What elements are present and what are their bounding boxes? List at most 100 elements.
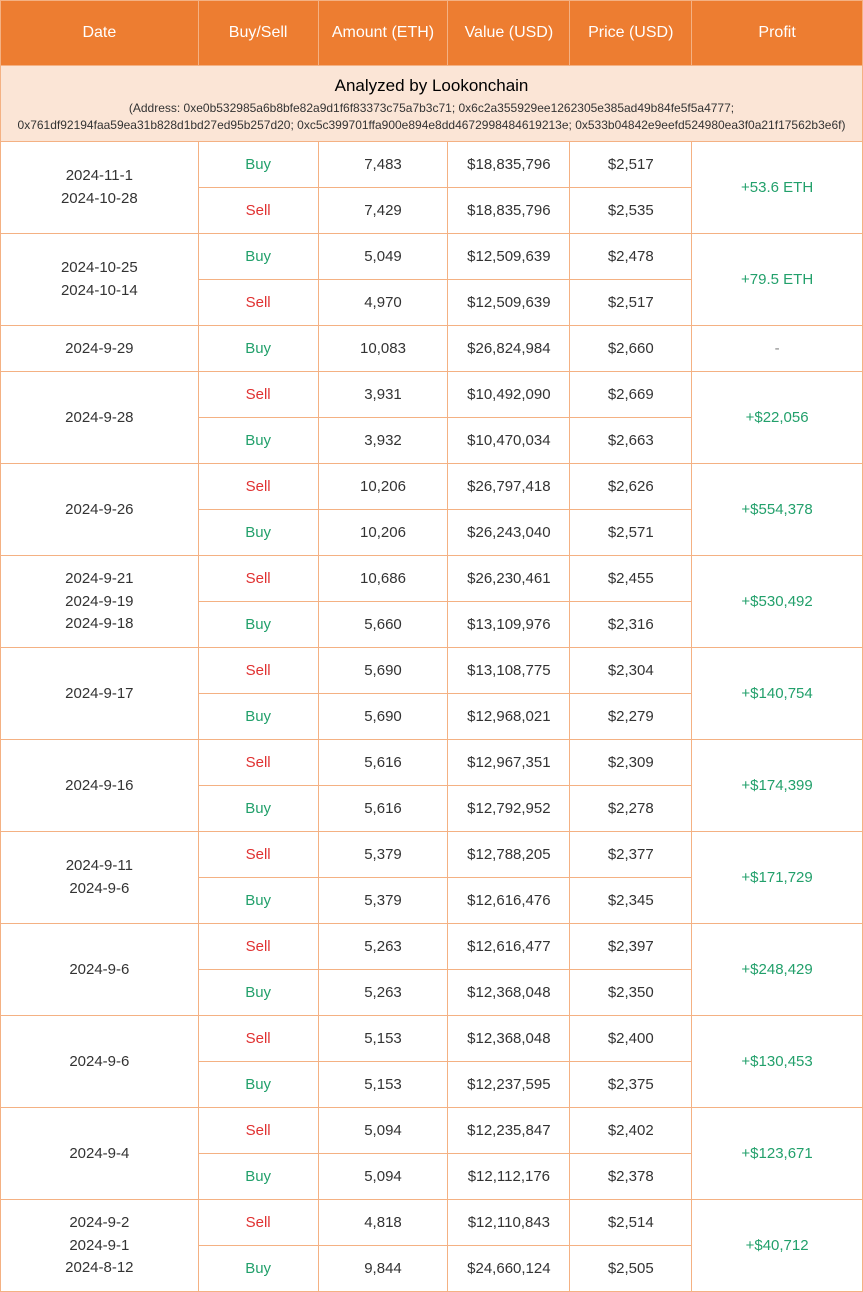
date-cell: 2024-9-22024-9-12024-8-12 bbox=[1, 1200, 199, 1292]
profit-cell: +$171,729 bbox=[692, 832, 863, 924]
date-cell: 2024-9-16 bbox=[1, 740, 199, 832]
table-row: 2024-9-4Sell5,094$12,235,847$2,402+$123,… bbox=[1, 1108, 863, 1154]
profit-cell: +$174,399 bbox=[692, 740, 863, 832]
buy-cell: Buy bbox=[198, 694, 318, 740]
amount-cell: 5,690 bbox=[318, 648, 448, 694]
amount-cell: 5,379 bbox=[318, 878, 448, 924]
price-cell: $2,517 bbox=[570, 142, 692, 188]
buy-cell: Buy bbox=[198, 970, 318, 1016]
price-cell: $2,378 bbox=[570, 1154, 692, 1200]
date-cell: 2024-9-4 bbox=[1, 1108, 199, 1200]
sell-cell: Sell bbox=[198, 924, 318, 970]
analyzed-row: Analyzed by Lookonchain (Address: 0xe0b5… bbox=[1, 66, 863, 142]
date-cell: 2024-9-29 bbox=[1, 326, 199, 372]
value-cell: $24,660,124 bbox=[448, 1246, 570, 1292]
price-cell: $2,455 bbox=[570, 556, 692, 602]
value-cell: $12,368,048 bbox=[448, 970, 570, 1016]
amount-cell: 5,616 bbox=[318, 740, 448, 786]
date-cell: 2024-9-26 bbox=[1, 464, 199, 556]
amount-cell: 3,932 bbox=[318, 418, 448, 464]
date-cell: 2024-9-212024-9-192024-9-18 bbox=[1, 556, 199, 648]
col-price: Price (USD) bbox=[570, 1, 692, 66]
value-cell: $12,237,595 bbox=[448, 1062, 570, 1108]
value-cell: $12,967,351 bbox=[448, 740, 570, 786]
amount-cell: 5,616 bbox=[318, 786, 448, 832]
value-cell: $10,470,034 bbox=[448, 418, 570, 464]
value-cell: $10,492,090 bbox=[448, 372, 570, 418]
date-cell: 2024-11-12024-10-28 bbox=[1, 142, 199, 234]
amount-cell: 4,970 bbox=[318, 280, 448, 326]
amount-cell: 10,206 bbox=[318, 464, 448, 510]
price-cell: $2,377 bbox=[570, 832, 692, 878]
profit-cell: +$22,056 bbox=[692, 372, 863, 464]
date-cell: 2024-9-6 bbox=[1, 1016, 199, 1108]
amount-cell: 10,206 bbox=[318, 510, 448, 556]
buy-cell: Buy bbox=[198, 142, 318, 188]
table-row: 2024-9-16Sell5,616$12,967,351$2,309+$174… bbox=[1, 740, 863, 786]
price-cell: $2,375 bbox=[570, 1062, 692, 1108]
price-cell: $2,514 bbox=[570, 1200, 692, 1246]
sell-cell: Sell bbox=[198, 1108, 318, 1154]
header-row: Date Buy/Sell Amount (ETH) Value (USD) P… bbox=[1, 1, 863, 66]
col-date: Date bbox=[1, 1, 199, 66]
buy-cell: Buy bbox=[198, 786, 318, 832]
profit-cell: +$140,754 bbox=[692, 648, 863, 740]
value-cell: $12,509,639 bbox=[448, 234, 570, 280]
table-row: 2024-9-212024-9-192024-9-18Sell10,686$26… bbox=[1, 556, 863, 602]
value-cell: $12,792,952 bbox=[448, 786, 570, 832]
sell-cell: Sell bbox=[198, 648, 318, 694]
price-cell: $2,626 bbox=[570, 464, 692, 510]
table-row: 2024-10-252024-10-14Buy5,049$12,509,639$… bbox=[1, 234, 863, 280]
price-cell: $2,478 bbox=[570, 234, 692, 280]
profit-cell: - bbox=[692, 326, 863, 372]
price-cell: $2,345 bbox=[570, 878, 692, 924]
value-cell: $12,509,639 bbox=[448, 280, 570, 326]
table-row: 2024-9-22024-9-12024-8-12Sell4,818$12,11… bbox=[1, 1200, 863, 1246]
buy-cell: Buy bbox=[198, 602, 318, 648]
profit-cell: +$123,671 bbox=[692, 1108, 863, 1200]
profit-cell: +$554,378 bbox=[692, 464, 863, 556]
table-body: 2024-11-12024-10-28Buy7,483$18,835,796$2… bbox=[1, 142, 863, 1292]
col-profit: Profit bbox=[692, 1, 863, 66]
value-cell: $13,108,775 bbox=[448, 648, 570, 694]
amount-cell: 5,153 bbox=[318, 1062, 448, 1108]
profit-cell: +53.6 ETH bbox=[692, 142, 863, 234]
price-cell: $2,309 bbox=[570, 740, 692, 786]
value-cell: $18,835,796 bbox=[448, 142, 570, 188]
table-row: 2024-11-12024-10-28Buy7,483$18,835,796$2… bbox=[1, 142, 863, 188]
price-cell: $2,535 bbox=[570, 188, 692, 234]
buy-cell: Buy bbox=[198, 418, 318, 464]
buy-cell: Buy bbox=[198, 878, 318, 924]
table-row: 2024-9-6Sell5,153$12,368,048$2,400+$130,… bbox=[1, 1016, 863, 1062]
sell-cell: Sell bbox=[198, 556, 318, 602]
amount-cell: 7,483 bbox=[318, 142, 448, 188]
amount-cell: 3,931 bbox=[318, 372, 448, 418]
amount-cell: 5,094 bbox=[318, 1154, 448, 1200]
amount-cell: 7,429 bbox=[318, 188, 448, 234]
amount-cell: 5,263 bbox=[318, 970, 448, 1016]
value-cell: $12,368,048 bbox=[448, 1016, 570, 1062]
buy-cell: Buy bbox=[198, 1246, 318, 1292]
table-row: 2024-9-6Sell5,263$12,616,477$2,397+$248,… bbox=[1, 924, 863, 970]
amount-cell: 5,660 bbox=[318, 602, 448, 648]
value-cell: $12,616,476 bbox=[448, 878, 570, 924]
table-row: 2024-9-26Sell10,206$26,797,418$2,626+$55… bbox=[1, 464, 863, 510]
price-cell: $2,397 bbox=[570, 924, 692, 970]
amount-cell: 4,818 bbox=[318, 1200, 448, 1246]
sell-cell: Sell bbox=[198, 740, 318, 786]
value-cell: $26,243,040 bbox=[448, 510, 570, 556]
analyzed-addresses: (Address: 0xe0b532985a6b8bfe82a9d1f6f833… bbox=[18, 101, 846, 132]
sell-cell: Sell bbox=[198, 372, 318, 418]
sell-cell: Sell bbox=[198, 188, 318, 234]
price-cell: $2,402 bbox=[570, 1108, 692, 1154]
sell-cell: Sell bbox=[198, 832, 318, 878]
price-cell: $2,279 bbox=[570, 694, 692, 740]
value-cell: $12,616,477 bbox=[448, 924, 570, 970]
amount-cell: 9,844 bbox=[318, 1246, 448, 1292]
trade-table: Date Buy/Sell Amount (ETH) Value (USD) P… bbox=[0, 0, 863, 1292]
date-cell: 2024-10-252024-10-14 bbox=[1, 234, 199, 326]
price-cell: $2,517 bbox=[570, 280, 692, 326]
value-cell: $12,235,847 bbox=[448, 1108, 570, 1154]
amount-cell: 10,083 bbox=[318, 326, 448, 372]
col-value: Value (USD) bbox=[448, 1, 570, 66]
